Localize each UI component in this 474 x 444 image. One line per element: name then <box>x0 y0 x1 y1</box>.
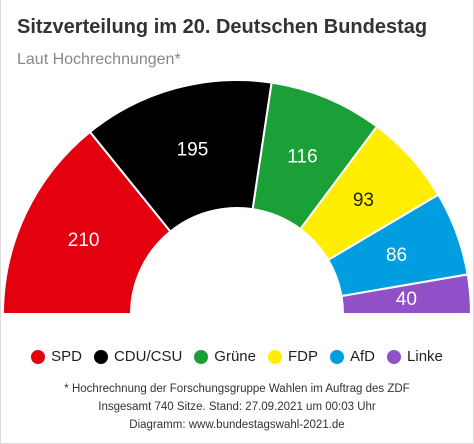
slice-cdu-csu <box>88 79 273 233</box>
legend-item-fdp: FDP <box>268 348 318 365</box>
data-label-linke: 40 <box>396 289 417 310</box>
chart-subtitle: Laut Hochrechnungen* <box>17 51 181 68</box>
data-label-fdp: 93 <box>353 190 374 211</box>
legend-item-gruene: Grüne <box>194 348 256 365</box>
data-label-cdu-csu: 195 <box>177 139 209 160</box>
legend-item-cdu-csu: CDU/CSU <box>93 348 183 365</box>
chart-footer: * Hochrechnung der Forschungsgruppe Wahl… <box>0 380 474 434</box>
footer-source: Diagramm: www.bundestagswahl-2021.de <box>129 419 345 431</box>
legend-swatch <box>268 349 282 364</box>
legend-label: Grüne <box>214 348 256 365</box>
chart-legend: SPD CDU/CSU Grüne FDP AfD Linke <box>0 348 474 365</box>
legend-label: FDP <box>288 348 318 365</box>
chart-title: Sitzverteilung im 20. Deutschen Bundesta… <box>17 16 428 38</box>
legend-swatch <box>387 349 402 364</box>
legend-label: AfD <box>350 348 376 365</box>
slice-linke <box>340 273 473 315</box>
legend-swatch <box>194 349 209 364</box>
data-label-gruene: 116 <box>287 147 317 168</box>
footer-note: * Hochrechnung der Forschungsgruppe Wahl… <box>64 383 410 395</box>
legend-swatch <box>330 349 344 364</box>
data-label-afd: 86 <box>386 245 407 266</box>
legend-item-linke: Linke <box>387 348 443 365</box>
data-label-spd: 210 <box>68 230 100 251</box>
legend-label: SPD <box>51 348 82 365</box>
legend-swatch <box>93 349 108 364</box>
legend-swatch <box>31 349 46 364</box>
legend-label: CDU/CSU <box>113 348 183 365</box>
legend-label: Linke <box>407 348 443 365</box>
slice-spd <box>1 130 172 315</box>
legend-item-spd: SPD <box>31 348 82 365</box>
card-border-left <box>0 0 1 444</box>
footer-total-and-date: Insgesamt 740 Sitze. Stand: 27.09.2021 u… <box>98 401 376 413</box>
legend-item-afd: AfD <box>330 348 375 365</box>
